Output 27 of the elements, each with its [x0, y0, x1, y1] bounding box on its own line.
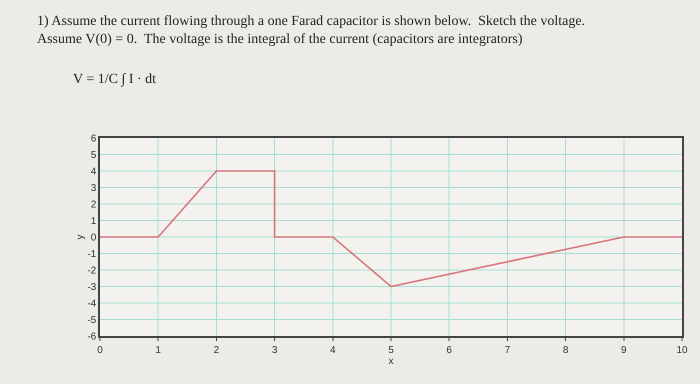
y-tick-label: 2: [90, 200, 97, 210]
x-axis-title: x: [388, 356, 394, 367]
chart-subtitle: V = 1/C ∫ I · dt: [73, 72, 156, 87]
x-tick-label: 7: [504, 344, 511, 356]
x-tick-label: 1: [155, 344, 162, 356]
chart-title: 1) Assume the current flowing through a one Farad capacitor is shown below. Sketch the voltage. Assume V(0) = 0. The voltage is the integral of the current (capacitors are integrators): [37, 14, 586, 48]
x-tick-label: 10: [676, 344, 688, 356]
y-tick-label: -2: [87, 266, 97, 276]
y-tick-label: -1: [87, 249, 97, 260]
y-axis-title: y: [74, 234, 86, 240]
y-tick-label: -3: [87, 282, 97, 293]
y-tick-label: 6: [90, 134, 97, 144]
x-tick-label: 5: [388, 344, 394, 356]
y-tick-label: 0: [90, 232, 97, 244]
y-tick-label: 5: [90, 150, 97, 161]
y-tick-label: -5: [87, 315, 97, 326]
y-tick-label: 4: [90, 166, 97, 178]
x-tick-label: 2: [214, 344, 220, 356]
x-tick-label: 9: [621, 344, 628, 356]
y-tick-label: -6: [87, 332, 97, 342]
x-tick-label: 6: [446, 344, 452, 356]
x-tick-label: 8: [562, 344, 569, 356]
y-tick-label: 3: [90, 183, 97, 194]
x-tick-label: 4: [330, 344, 336, 356]
y-tick-label: -4: [87, 298, 97, 310]
x-tick-label: 3: [272, 344, 278, 356]
y-tick-label: 1: [90, 216, 97, 227]
